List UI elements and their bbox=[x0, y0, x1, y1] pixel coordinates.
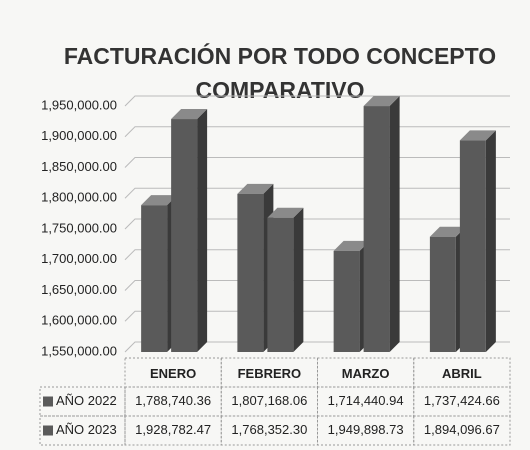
table-cell bbox=[317, 415, 415, 446]
table-cell bbox=[39, 386, 126, 417]
table-cell bbox=[413, 415, 511, 446]
bar bbox=[363, 96, 400, 352]
y-tick-label: 1,750,000.00 bbox=[41, 220, 117, 235]
data-label: 1,807,168.06 bbox=[231, 393, 307, 408]
chart-title: FACTURACIÓN POR TODO CONCEPTO bbox=[64, 42, 496, 69]
data-label: 1,788,740.36 bbox=[135, 393, 211, 408]
bar-side bbox=[293, 207, 304, 352]
legend-label: AÑO 2022 bbox=[56, 393, 117, 408]
bar-top bbox=[171, 109, 208, 120]
bar-top bbox=[141, 195, 178, 206]
data-label: 1,949,898.73 bbox=[328, 422, 404, 437]
bar-top bbox=[363, 96, 400, 107]
bar-top bbox=[333, 240, 370, 251]
bar-front bbox=[363, 106, 390, 352]
y-tick-label: 1,700,000.00 bbox=[41, 251, 117, 266]
data-label: 1,737,424.66 bbox=[424, 393, 500, 408]
bar-top bbox=[459, 130, 496, 141]
y-tick-label: 1,850,000.00 bbox=[41, 159, 117, 174]
y-tick-label: 1,600,000.00 bbox=[41, 313, 117, 328]
table-cell bbox=[220, 415, 318, 446]
bar-front bbox=[267, 217, 294, 352]
y-tick-label: 1,650,000.00 bbox=[41, 282, 117, 297]
bar-front bbox=[171, 119, 198, 352]
bar-top bbox=[429, 226, 466, 237]
legend-key bbox=[43, 425, 53, 436]
bar-front bbox=[237, 193, 264, 352]
bar-front bbox=[333, 250, 360, 352]
x-tick-label: MARZO bbox=[342, 366, 390, 381]
y-tick-label: 1,550,000.00 bbox=[41, 343, 117, 358]
chart-subtitle: COMPARATIVO bbox=[195, 77, 364, 103]
legend-label: AÑO 2023 bbox=[56, 422, 117, 437]
legend-key bbox=[43, 396, 53, 407]
data-label: 1,928,782.47 bbox=[135, 422, 211, 437]
bar-side bbox=[197, 109, 208, 352]
y-tick-label: 1,900,000.00 bbox=[41, 128, 117, 143]
bar-side bbox=[485, 130, 496, 352]
table-cell bbox=[124, 415, 222, 446]
table-cell bbox=[39, 415, 126, 446]
y-tick-label: 1,950,000.00 bbox=[41, 97, 117, 112]
bar-front bbox=[429, 236, 456, 352]
data-label: 1,894,096.67 bbox=[424, 422, 500, 437]
bar-top bbox=[237, 183, 274, 194]
bar-front bbox=[459, 140, 486, 352]
x-tick-label: ENERO bbox=[150, 366, 196, 381]
bar bbox=[429, 226, 466, 352]
grid-line bbox=[124, 95, 510, 107]
bar-side bbox=[389, 96, 400, 352]
data-label: 1,768,352.30 bbox=[231, 422, 307, 437]
x-tick-label: ABRIL bbox=[442, 366, 482, 381]
bar bbox=[267, 207, 304, 352]
bar-top bbox=[267, 207, 304, 218]
bar bbox=[171, 109, 208, 352]
bar bbox=[459, 130, 496, 352]
bar-front bbox=[141, 205, 168, 352]
y-tick-label: 1,800,000.00 bbox=[41, 190, 117, 205]
x-tick-label: FEBRERO bbox=[238, 366, 302, 381]
data-label: 1,714,440.94 bbox=[328, 393, 404, 408]
